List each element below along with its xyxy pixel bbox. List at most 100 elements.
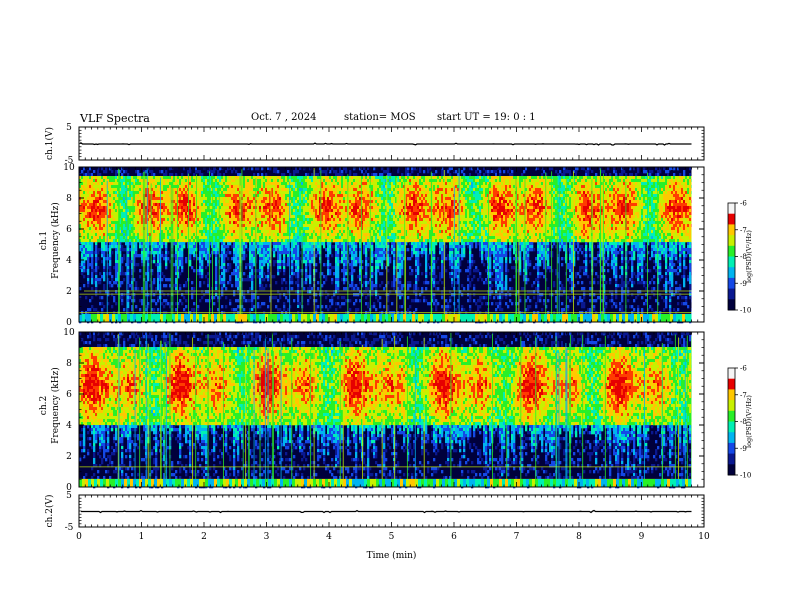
spectrogram-cell xyxy=(327,179,330,183)
spectrogram-cell xyxy=(191,230,194,234)
spectrogram-cell xyxy=(245,218,248,222)
spectrogram-cell xyxy=(235,245,238,249)
spectrogram-cell xyxy=(133,299,136,303)
spectrogram-cell xyxy=(205,224,208,228)
spectrogram-cell xyxy=(161,182,164,186)
spectrogram-cell xyxy=(295,224,298,228)
spectrogram-cell xyxy=(267,224,270,228)
spectrogram-cell xyxy=(135,230,138,234)
spectrogram-cell xyxy=(105,182,108,186)
spectrogram-cell xyxy=(105,191,108,195)
spectrogram-cell xyxy=(83,227,86,231)
spectrogram-cell xyxy=(105,257,108,261)
spectrogram-cell xyxy=(315,305,318,309)
spectrogram-cell xyxy=(121,176,124,180)
spectrogram-cell xyxy=(209,203,212,207)
spectrogram-cell xyxy=(235,191,238,195)
spectrogram-cell xyxy=(283,266,286,270)
spectrogram-cell xyxy=(293,206,296,210)
spectrogram-cell xyxy=(93,215,96,219)
spectrogram-cell xyxy=(129,200,132,204)
spectrogram-cell xyxy=(89,239,92,243)
spectrogram-cell xyxy=(295,212,298,216)
spectrogram-cell xyxy=(97,206,100,210)
spectrogram-cell xyxy=(243,230,246,234)
spectrogram-cell xyxy=(221,236,224,240)
spectrogram-cell xyxy=(305,239,308,243)
spectrogram-cell xyxy=(89,242,92,246)
spectrogram-cell xyxy=(149,176,152,180)
spectrogram-cell xyxy=(133,278,136,282)
spectrogram-cell xyxy=(165,218,168,222)
spectrogram-cell xyxy=(105,167,108,171)
spectrogram-cell xyxy=(273,197,276,201)
spectrogram-cell xyxy=(219,230,222,234)
spectrogram-cell xyxy=(93,191,96,195)
spectrogram-cell xyxy=(231,200,234,204)
spectrogram-cell xyxy=(247,290,250,294)
spectrogram-cell xyxy=(245,236,248,240)
spectrogram-cell xyxy=(259,281,262,285)
spectrogram-cell xyxy=(177,239,180,243)
spectrogram-cell xyxy=(267,272,270,276)
spectrogram-cell xyxy=(199,203,202,207)
spectrogram-cell xyxy=(167,236,170,240)
spectrogram-cell xyxy=(325,242,328,246)
spectrogram-cell xyxy=(103,170,106,174)
spectrogram-cell xyxy=(303,254,306,258)
spectrogram-cell xyxy=(145,230,148,234)
spectrogram-cell xyxy=(293,176,296,180)
spectrogram-cell xyxy=(335,188,338,192)
spectrogram-cell xyxy=(229,230,232,234)
spectrogram-cell xyxy=(203,254,206,258)
spectrogram-cell xyxy=(119,263,122,267)
spectrogram-cell xyxy=(243,257,246,261)
spectrogram-cell xyxy=(253,257,256,261)
spectrogram-cell xyxy=(165,299,168,303)
spectrogram-cell xyxy=(167,221,170,225)
spectrogram-cell xyxy=(343,218,346,222)
spectrogram-cell xyxy=(297,239,300,243)
spectrogram-cell xyxy=(109,215,112,219)
spectrogram-cell xyxy=(289,212,292,216)
spectrogram-cell xyxy=(133,218,136,222)
spectrogram-cell xyxy=(107,194,110,198)
spectrogram-cell xyxy=(331,227,334,231)
spectrogram-cell xyxy=(277,206,280,210)
spectrogram-cell xyxy=(203,200,206,204)
spectrogram-cell xyxy=(321,233,324,237)
spectrogram-cell xyxy=(311,212,314,216)
spectrogram-cell xyxy=(329,191,332,195)
spectrogram-cell xyxy=(163,218,166,222)
spectrogram-cell xyxy=(257,191,260,195)
spectrogram-cell xyxy=(337,182,340,186)
spectrogram-cell xyxy=(95,275,98,279)
spectrogram-cell xyxy=(271,230,274,234)
spectrogram-cell xyxy=(337,242,340,246)
spectrogram-cell xyxy=(141,233,144,237)
spectrogram-cell xyxy=(183,215,186,219)
spectrogram-cell xyxy=(201,251,204,255)
spectrogram-cell xyxy=(121,239,124,243)
spectrogram-cell xyxy=(271,185,274,189)
spectrogram-cell xyxy=(319,233,322,237)
spectrogram-cell xyxy=(227,212,230,216)
spectrogram-cell xyxy=(295,290,298,294)
spectrogram-cell xyxy=(271,242,274,246)
spectrogram-cell xyxy=(93,212,96,216)
spectrogram-cell xyxy=(217,242,220,246)
spectrogram-cell xyxy=(225,188,228,192)
spectrogram-cell xyxy=(279,188,282,192)
spectrogram-cell xyxy=(93,239,96,243)
spectrogram-cell xyxy=(87,185,90,189)
spectrogram-cell xyxy=(279,212,282,216)
spectrogram-cell xyxy=(341,176,344,180)
spectrogram-cell xyxy=(259,254,262,258)
spectrogram-cell xyxy=(139,275,142,279)
spectrogram-cell xyxy=(123,185,126,189)
spectrogram-cell xyxy=(183,284,186,288)
spectrogram-cell xyxy=(339,260,342,264)
spectrogram-cell xyxy=(287,227,290,231)
spectrogram-cell xyxy=(193,182,196,186)
spectrogram-cell xyxy=(281,188,284,192)
